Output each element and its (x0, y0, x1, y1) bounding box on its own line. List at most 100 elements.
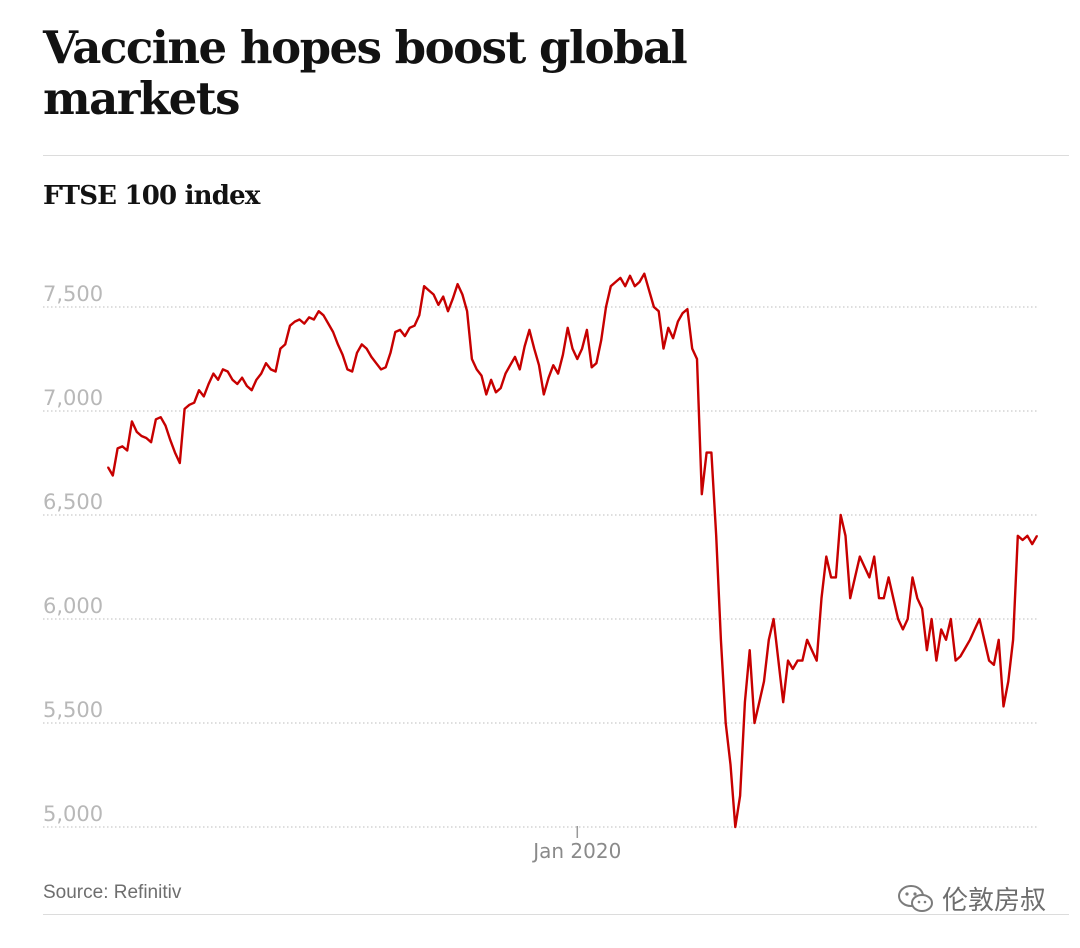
data-point (413, 324, 416, 327)
data-point (509, 364, 512, 367)
data-point (437, 304, 440, 306)
data-point (112, 474, 114, 477)
data-point (490, 379, 492, 381)
data-point (610, 285, 612, 288)
data-point (126, 449, 128, 452)
data-point (863, 566, 866, 568)
data-point (634, 285, 636, 288)
data-point (552, 364, 555, 367)
data-point (217, 379, 219, 381)
data-point (988, 659, 990, 662)
data-point (777, 659, 780, 662)
data-point (954, 659, 957, 662)
data-point (662, 347, 665, 350)
data-point (121, 445, 124, 448)
source-note: Source: Refinitiv (43, 882, 182, 903)
data-point (835, 576, 837, 579)
data-point (787, 659, 789, 662)
y-tick-label: 5,500 (43, 698, 103, 722)
data-point (375, 362, 378, 365)
data-point (131, 420, 133, 423)
data-point (590, 366, 593, 369)
data-point (1012, 639, 1014, 641)
data-point (667, 327, 670, 329)
data-point (365, 347, 368, 350)
data-point (107, 466, 109, 469)
data-point (619, 277, 622, 279)
data-point (648, 289, 650, 292)
data-point (466, 310, 468, 313)
data-point (959, 655, 962, 658)
y-tick-label: 7,500 (43, 282, 103, 306)
data-point (691, 347, 693, 350)
data-point (294, 320, 296, 323)
data-point (188, 404, 191, 406)
data-point (538, 364, 540, 367)
data-point (1031, 543, 1033, 545)
data-point (135, 431, 138, 433)
data-point (883, 597, 885, 599)
data-point (739, 795, 741, 797)
watermark: 伦敦房叔 (896, 880, 1046, 917)
data-point (566, 327, 569, 329)
data-point (605, 306, 607, 308)
data-point (447, 310, 449, 313)
data-point (533, 347, 535, 350)
data-point (696, 358, 698, 360)
data-point (456, 283, 459, 285)
y-tick-label: 7,000 (43, 386, 103, 410)
y-axis-ticks: 7,500 7,000 6,500 6,000 5,500 5,000 (43, 282, 103, 826)
data-point (332, 331, 334, 333)
data-point (748, 649, 751, 651)
data-point (384, 366, 387, 369)
data-point (270, 368, 272, 371)
data-point (600, 339, 602, 342)
data-point (155, 418, 157, 421)
data-point (854, 576, 856, 579)
data-point (495, 391, 497, 394)
data-point (341, 354, 344, 356)
data-point (504, 372, 507, 375)
data-point (681, 312, 684, 315)
data-point (361, 343, 363, 346)
data-point (284, 343, 287, 346)
data-point (758, 701, 761, 703)
data-point (1007, 680, 1010, 683)
data-point (844, 535, 847, 537)
data-point (839, 514, 842, 516)
data-point (902, 628, 904, 631)
series-group (106, 272, 1039, 829)
chart-headline: Vaccine hopes boost global markets (43, 21, 688, 125)
data-point (710, 451, 713, 454)
data-point (514, 356, 516, 358)
data-point (792, 668, 794, 670)
data-point (499, 387, 502, 389)
data-point (806, 639, 808, 641)
data-point (753, 722, 756, 724)
data-point (212, 372, 215, 375)
data-point (672, 337, 674, 340)
data-point (461, 293, 464, 296)
data-point (174, 451, 176, 454)
data-point (830, 576, 832, 579)
data-point (322, 314, 325, 317)
chart-title: FTSE 100 index (43, 181, 260, 211)
data-point (317, 310, 320, 313)
data-point (260, 372, 263, 375)
data-point (327, 322, 330, 325)
data-point (313, 318, 315, 321)
data-point (978, 618, 981, 620)
data-point (859, 555, 861, 558)
data-point (796, 659, 799, 662)
data-point (916, 597, 919, 599)
data-point (543, 393, 545, 396)
data-point (595, 362, 598, 365)
data-point (423, 285, 425, 288)
data-point (1026, 535, 1029, 537)
data-point (394, 331, 397, 333)
data-point (638, 281, 641, 283)
data-point (356, 352, 358, 354)
data-point (428, 289, 430, 292)
data-point (1017, 535, 1019, 537)
data-point (801, 659, 804, 662)
